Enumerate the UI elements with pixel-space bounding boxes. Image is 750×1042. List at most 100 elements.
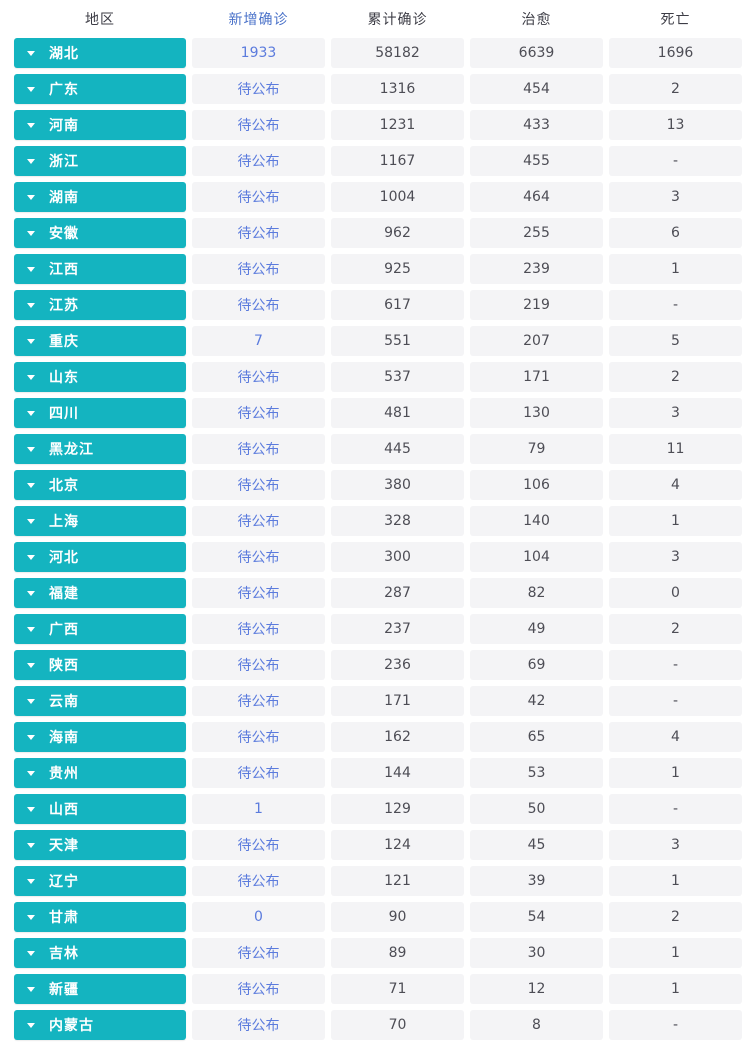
- chevron-down-icon: [27, 626, 35, 632]
- cell-cumulative-confirmed: 58182: [331, 38, 464, 68]
- chevron-down-icon: [27, 446, 35, 452]
- region-button[interactable]: 河北: [14, 542, 186, 572]
- cell-cumulative-confirmed: 144: [331, 758, 464, 788]
- table-row: 河南 待公布 1231 433 13: [14, 110, 742, 140]
- cell-cured: 6639: [470, 38, 603, 68]
- table-row: 陕西 待公布 236 69 -: [14, 650, 742, 680]
- column-header-deaths: 死亡: [660, 12, 691, 28]
- column-header-cumulative-confirmed: 累计确诊: [367, 12, 428, 28]
- chevron-down-icon: [27, 590, 35, 596]
- region-button[interactable]: 辽宁: [14, 866, 186, 896]
- region-button[interactable]: 河南: [14, 110, 186, 140]
- table-row: 重庆 7 551 207 5: [14, 326, 742, 356]
- region-button[interactable]: 吉林: [14, 938, 186, 968]
- region-button[interactable]: 上海: [14, 506, 186, 536]
- cell-new-confirmed: 待公布: [192, 254, 325, 284]
- cell-cumulative-confirmed: 300: [331, 542, 464, 572]
- chevron-down-icon: [27, 914, 35, 920]
- cell-cumulative-confirmed: 328: [331, 506, 464, 536]
- table-row: 黑龙江 待公布 445 79 11: [14, 434, 742, 464]
- region-button[interactable]: 江苏: [14, 290, 186, 320]
- region-button[interactable]: 重庆: [14, 326, 186, 356]
- cell-new-confirmed: 待公布: [192, 1010, 325, 1040]
- table-row: 新疆 待公布 71 12 1: [14, 974, 742, 1004]
- cell-new-confirmed: 待公布: [192, 182, 325, 212]
- cell-cured: 239: [470, 254, 603, 284]
- region-label: 浙江: [49, 154, 79, 170]
- cell-new-confirmed: 待公布: [192, 434, 325, 464]
- chevron-down-icon: [27, 302, 35, 308]
- region-button[interactable]: 山东: [14, 362, 186, 392]
- cell-cumulative-confirmed: 551: [331, 326, 464, 356]
- region-button[interactable]: 广西: [14, 614, 186, 644]
- cell-cumulative-confirmed: 445: [331, 434, 464, 464]
- cell-cured: 255: [470, 218, 603, 248]
- cell-deaths: 4: [609, 470, 742, 500]
- table-row: 广西 待公布 237 49 2: [14, 614, 742, 644]
- region-button[interactable]: 广东: [14, 74, 186, 104]
- region-button[interactable]: 海南: [14, 722, 186, 752]
- chevron-down-icon: [27, 86, 35, 92]
- region-button[interactable]: 陕西: [14, 650, 186, 680]
- cell-deaths: 3: [609, 182, 742, 212]
- column-header-new-confirmed[interactable]: 新增确诊: [228, 12, 289, 28]
- region-button[interactable]: 甘肃: [14, 902, 186, 932]
- region-label: 湖北: [49, 46, 79, 62]
- region-button[interactable]: 湖南: [14, 182, 186, 212]
- region-button[interactable]: 福建: [14, 578, 186, 608]
- chevron-down-icon: [27, 554, 35, 560]
- region-button[interactable]: 北京: [14, 470, 186, 500]
- table-row: 福建 待公布 287 82 0: [14, 578, 742, 608]
- table-row: 浙江 待公布 1167 455 -: [14, 146, 742, 176]
- cell-cumulative-confirmed: 962: [331, 218, 464, 248]
- region-button[interactable]: 江西: [14, 254, 186, 284]
- chevron-down-icon: [27, 338, 35, 344]
- region-button[interactable]: 四川: [14, 398, 186, 428]
- region-label: 贵州: [49, 766, 79, 782]
- cell-cured: 433: [470, 110, 603, 140]
- region-label: 福建: [49, 586, 79, 602]
- region-button[interactable]: 天津: [14, 830, 186, 860]
- table-body: 湖北 1933 58182 6639 1696 广东 待公布 1316 454 …: [14, 38, 742, 1040]
- cell-new-confirmed: 1: [192, 794, 325, 824]
- region-button[interactable]: 贵州: [14, 758, 186, 788]
- cell-cured: 54: [470, 902, 603, 932]
- chevron-down-icon: [27, 158, 35, 164]
- region-button[interactable]: 浙江: [14, 146, 186, 176]
- cell-cured: 454: [470, 74, 603, 104]
- cell-deaths: 3: [609, 830, 742, 860]
- region-button[interactable]: 云南: [14, 686, 186, 716]
- cell-deaths: -: [609, 650, 742, 680]
- cell-deaths: -: [609, 1010, 742, 1040]
- region-label: 上海: [49, 514, 79, 530]
- region-label: 吉林: [49, 946, 79, 962]
- cell-cured: 50: [470, 794, 603, 824]
- cell-cured: 171: [470, 362, 603, 392]
- chevron-down-icon: [27, 230, 35, 236]
- region-label: 陕西: [49, 658, 79, 674]
- region-button[interactable]: 黑龙江: [14, 434, 186, 464]
- region-button[interactable]: 内蒙古: [14, 1010, 186, 1040]
- cell-new-confirmed: 待公布: [192, 506, 325, 536]
- cell-new-confirmed: 待公布: [192, 866, 325, 896]
- region-button[interactable]: 湖北: [14, 38, 186, 68]
- cell-new-confirmed: 待公布: [192, 470, 325, 500]
- region-button[interactable]: 新疆: [14, 974, 186, 1004]
- cell-cured: 12: [470, 974, 603, 1004]
- cell-cured: 106: [470, 470, 603, 500]
- cell-new-confirmed: 待公布: [192, 650, 325, 680]
- cell-new-confirmed: 待公布: [192, 290, 325, 320]
- table-row: 山东 待公布 537 171 2: [14, 362, 742, 392]
- chevron-down-icon: [27, 410, 35, 416]
- region-button[interactable]: 山西: [14, 794, 186, 824]
- region-button[interactable]: 安徽: [14, 218, 186, 248]
- cell-cumulative-confirmed: 129: [331, 794, 464, 824]
- table-header: 地区 新增确诊 累计确诊 治愈 死亡: [14, 0, 742, 38]
- chevron-down-icon: [27, 770, 35, 776]
- table-row: 贵州 待公布 144 53 1: [14, 758, 742, 788]
- region-label: 河北: [49, 550, 79, 566]
- cell-cumulative-confirmed: 1316: [331, 74, 464, 104]
- table-row: 云南 待公布 171 42 -: [14, 686, 742, 716]
- cell-new-confirmed: 待公布: [192, 218, 325, 248]
- table-row: 安徽 待公布 962 255 6: [14, 218, 742, 248]
